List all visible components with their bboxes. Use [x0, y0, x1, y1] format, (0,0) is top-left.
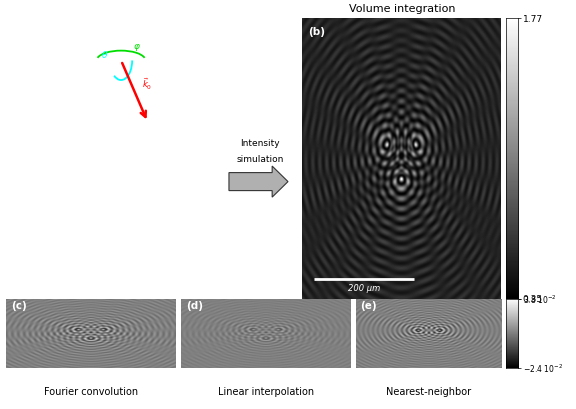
- Text: 3: 3: [104, 143, 109, 152]
- Text: (a): (a): [12, 25, 28, 34]
- FancyArrow shape: [229, 166, 288, 197]
- Text: 200 μm: 200 μm: [85, 261, 115, 270]
- Text: 200 μm: 200 μm: [348, 284, 380, 293]
- Text: (c): (c): [11, 301, 26, 311]
- Text: 2: 2: [87, 189, 92, 198]
- Text: $\varphi$: $\varphi$: [133, 42, 141, 53]
- Text: 1: 1: [65, 143, 70, 152]
- Text: Volume integration: Volume integration: [348, 4, 455, 14]
- Text: (e): (e): [361, 301, 377, 311]
- Text: Fourier convolution: Fourier convolution: [44, 387, 138, 396]
- Text: simulation: simulation: [236, 155, 283, 164]
- Text: Linear interpolation: Linear interpolation: [218, 387, 314, 396]
- Text: Intensity: Intensity: [240, 139, 280, 148]
- Text: Nearest-neighbor: Nearest-neighbor: [386, 387, 471, 396]
- Text: (b): (b): [308, 27, 325, 37]
- Text: (d): (d): [187, 301, 203, 311]
- Text: $\vec{k}_0$: $\vec{k}_0$: [142, 76, 153, 92]
- Text: $\theta$: $\theta$: [101, 49, 108, 60]
